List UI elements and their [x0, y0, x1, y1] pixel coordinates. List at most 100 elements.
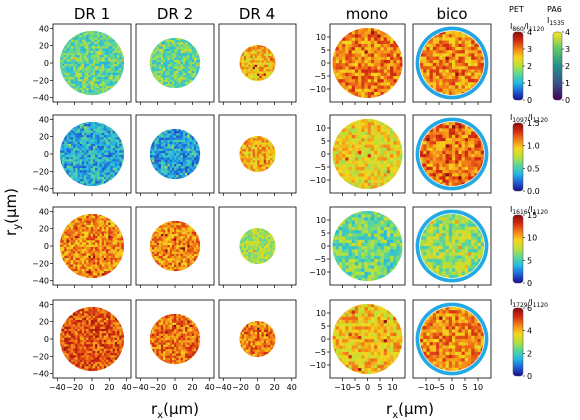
map-pixel	[178, 159, 181, 163]
map-pixel	[367, 63, 372, 67]
map-pixel	[79, 48, 83, 51]
map-pixel	[439, 59, 443, 64]
map-pixel	[97, 183, 100, 186]
map-pixel	[345, 44, 349, 48]
map-pixel	[426, 150, 430, 155]
map-pixel	[90, 213, 94, 217]
map-pixel	[75, 143, 78, 147]
map-pixel	[64, 135, 67, 138]
map-pixel	[182, 70, 186, 74]
map-pixel	[95, 135, 98, 138]
map-pixel	[248, 75, 251, 79]
map-pixel	[174, 146, 177, 149]
map-pixel	[185, 77, 188, 80]
map-pixel	[351, 60, 356, 64]
map-pixel	[370, 63, 375, 67]
map-pixel	[92, 48, 96, 51]
map-pixel	[455, 69, 459, 73]
map-pixel	[345, 85, 349, 90]
map-pixel	[268, 160, 271, 163]
map-pixel	[79, 126, 83, 129]
map-pixel	[342, 144, 346, 149]
map-pixel	[358, 170, 362, 174]
map-pixel	[383, 147, 388, 152]
map-pixel	[70, 61, 74, 65]
map-pixel	[468, 47, 472, 51]
map-pixel	[436, 66, 440, 70]
map-pixel	[248, 47, 251, 50]
map-pixel	[70, 130, 74, 134]
map-pixel	[165, 168, 168, 171]
map-pixel	[196, 70, 199, 74]
map-pixel	[176, 64, 179, 67]
map-pixel	[348, 176, 352, 181]
map-pixel	[196, 55, 199, 58]
map-pixel	[354, 131, 359, 136]
map-pixel	[196, 142, 199, 145]
map-pixel	[97, 143, 100, 147]
map-pixel	[380, 131, 384, 136]
map-pixel	[380, 88, 384, 93]
map-pixel	[189, 62, 192, 65]
map-pixel	[73, 137, 76, 140]
map-pixel	[66, 141, 69, 145]
map-pixel	[156, 135, 159, 138]
map-pixel	[263, 147, 267, 150]
map-pixel	[112, 165, 116, 169]
map-pixel	[66, 66, 69, 69]
map-pixel	[354, 72, 359, 77]
map-pixel	[169, 75, 173, 78]
map-pixel	[439, 88, 443, 93]
map-pixel	[383, 56, 388, 61]
map-pixel	[110, 231, 113, 234]
map-pixel	[160, 148, 164, 152]
map-pixel	[112, 163, 116, 167]
y-tick-label: 10	[316, 124, 326, 133]
map-pixel	[380, 167, 384, 171]
map-pixel	[86, 37, 89, 40]
map-pixel	[92, 90, 96, 93]
map-pixel	[243, 155, 247, 159]
map-pixel	[455, 91, 459, 95]
map-pixel	[90, 220, 94, 223]
map-pixel	[171, 46, 175, 50]
map-pixel	[174, 59, 177, 63]
map-pixel	[354, 40, 359, 45]
map-pixel	[68, 50, 72, 54]
map-pixel	[99, 39, 102, 43]
map-pixel	[189, 46, 192, 50]
map-pixel	[176, 148, 179, 152]
map-pixel	[386, 125, 391, 129]
map-pixel	[84, 35, 87, 38]
map-pixel	[393, 170, 397, 174]
map-pixel	[182, 62, 186, 65]
map-pixel	[75, 150, 78, 153]
map-pixel	[88, 41, 91, 45]
map-pixel	[121, 159, 124, 162]
map-pixel	[198, 55, 201, 58]
map-pixel	[182, 135, 186, 138]
map-pixel	[268, 56, 271, 59]
map-pixel	[254, 47, 258, 50]
map-pixel	[396, 56, 400, 61]
map-pixel	[474, 134, 478, 139]
map-pixel	[88, 83, 91, 87]
map-pixel	[97, 176, 100, 180]
map-pixel	[101, 179, 105, 182]
map-pixel	[73, 37, 76, 40]
map-pixel	[103, 55, 107, 58]
map-pixel	[370, 173, 375, 177]
map-pixel	[84, 63, 87, 67]
map-pixel	[458, 91, 462, 95]
map-pixel	[73, 81, 76, 84]
map-pixel	[79, 124, 83, 127]
map-pixel	[263, 67, 267, 70]
map-pixel	[461, 157, 466, 161]
map-pixel	[426, 82, 430, 86]
map-pixel	[257, 47, 260, 50]
map-pixel	[263, 60, 267, 63]
map-pixel	[101, 59, 105, 62]
map-pixel	[90, 128, 94, 131]
map-pixel	[354, 44, 359, 48]
map-pixel	[101, 68, 105, 71]
